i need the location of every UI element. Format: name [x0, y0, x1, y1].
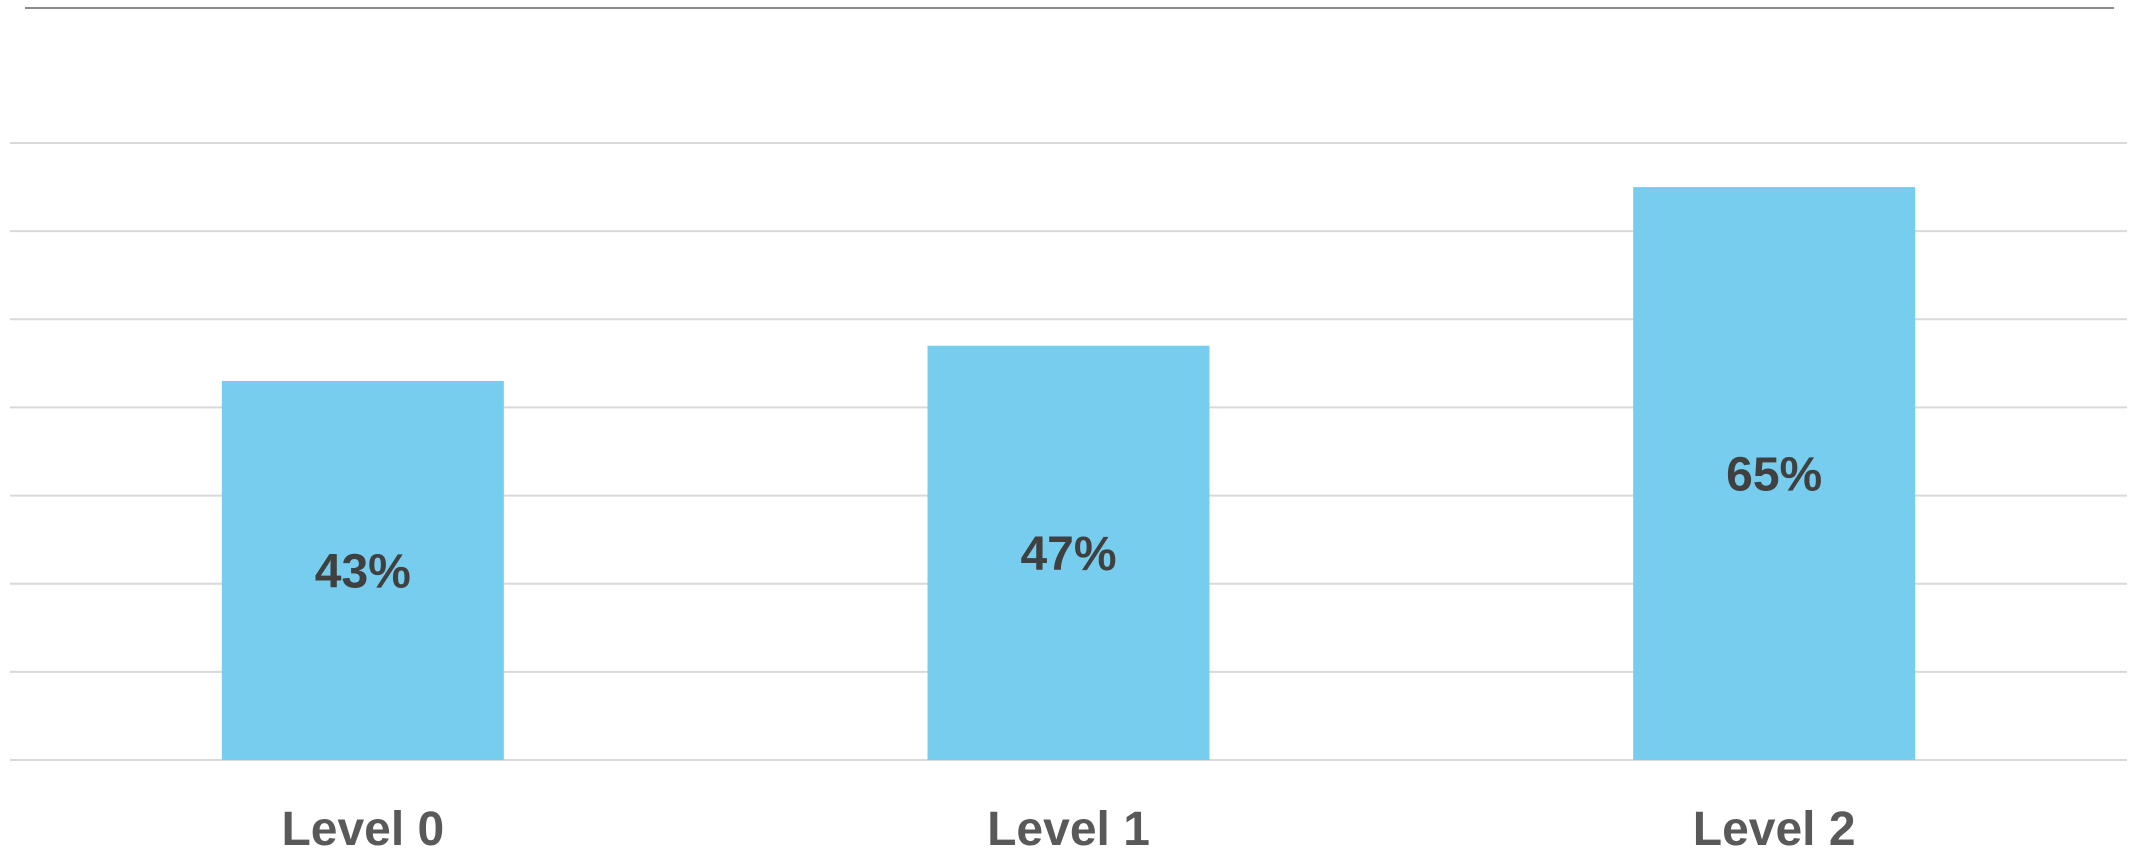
data-label: 43% [315, 545, 411, 598]
category-label: Level 2 [1693, 803, 1856, 851]
category-label: Level 0 [281, 803, 444, 851]
data-label: 47% [1020, 528, 1116, 581]
category-labels: Level 0 Level 1 Level 2 [281, 803, 1855, 851]
bars [221, 187, 1916, 761]
data-label: 65% [1726, 449, 1822, 502]
bar-level-0 [221, 380, 504, 760]
category-label: Level 1 [987, 803, 1150, 851]
bar-level-1 [927, 345, 1210, 760]
data-labels: 43% 47% 65% [315, 449, 1822, 599]
bar-level-2 [1633, 187, 1916, 761]
